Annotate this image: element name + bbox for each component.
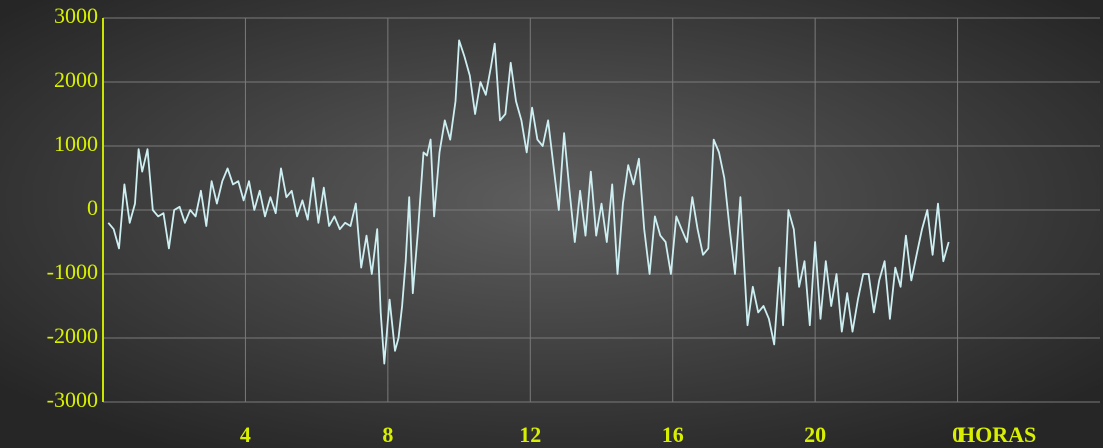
y-tick-label: 2000 (54, 67, 98, 92)
x-tick-label: 12 (519, 422, 541, 447)
y-tick-label: 3000 (54, 3, 98, 28)
x-tick-label: 0 (952, 422, 963, 447)
y-tick-label: 0 (87, 195, 98, 220)
x-axis-label: HORAS (958, 422, 1036, 447)
data-line (107, 39, 950, 365)
x-tick-label: 8 (382, 422, 393, 447)
x-tick-label: 16 (662, 422, 684, 447)
x-tick-label: 20 (804, 422, 826, 447)
y-tick-label: -3000 (47, 387, 98, 412)
y-tick-label: -2000 (47, 323, 98, 348)
x-tick-label: 4 (240, 422, 251, 447)
y-tick-label: 1000 (54, 131, 98, 156)
plot (107, 39, 950, 365)
y-tick-label: -1000 (47, 259, 98, 284)
grid (103, 17, 1100, 403)
